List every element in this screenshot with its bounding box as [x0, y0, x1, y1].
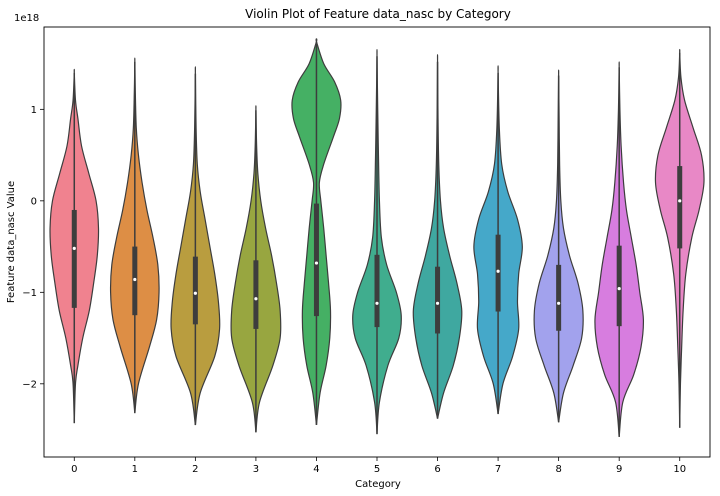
x-tick-label: 10 [673, 464, 686, 475]
y-tick-label: 0 [31, 196, 37, 207]
y-axis-label: Feature data_nasc Value [6, 181, 17, 303]
violin-iqr-box [556, 264, 562, 331]
violin-median [557, 301, 561, 305]
violin-median [375, 301, 379, 305]
y-tick-label: −2 [22, 379, 37, 390]
x-tick-label: 5 [374, 464, 380, 475]
plot-frame [43, 26, 711, 458]
x-tick-label: 0 [71, 464, 77, 475]
chart-title: Violin Plot of Feature data_nasc by Cate… [245, 7, 511, 21]
x-tick-label: 9 [616, 464, 622, 475]
violin-median [72, 246, 76, 251]
x-tick-label: 7 [495, 464, 501, 475]
violin-iqr-box [616, 245, 622, 327]
y-axis: −2 −1 0 1 [22, 105, 44, 390]
violin-iqr-box [495, 234, 501, 312]
violin-median [193, 291, 197, 295]
x-axis-label: Category [355, 479, 401, 490]
x-tick-label: 8 [555, 464, 561, 475]
violin-iqr-box [374, 254, 380, 328]
violin-iqr-box [435, 266, 441, 334]
violins [49, 38, 705, 437]
y-tick-label: 1 [31, 105, 37, 116]
y-tick-label: −1 [22, 288, 37, 299]
x-tick-label: 4 [313, 464, 319, 475]
violin-iqr-box [677, 166, 683, 249]
violin-median [254, 297, 258, 301]
y-offset-label: 1e18 [14, 13, 39, 24]
violin-median [314, 261, 319, 265]
violin-iqr-box [253, 260, 259, 329]
x-axis: 0 1 2 3 4 5 6 7 8 9 10 [71, 457, 686, 475]
violin-iqr-box [192, 256, 198, 325]
x-tick-label: 6 [434, 464, 440, 475]
violin-median [678, 199, 682, 203]
violin-median [496, 269, 500, 273]
violin-iqr-box [313, 203, 319, 317]
x-tick-label: 1 [132, 464, 138, 475]
violin-median [133, 277, 137, 282]
violin-median [435, 301, 440, 305]
x-tick-label: 3 [253, 464, 259, 475]
violin-iqr-box [71, 209, 77, 308]
x-tick-label: 2 [192, 464, 198, 475]
violin-median [617, 287, 621, 291]
